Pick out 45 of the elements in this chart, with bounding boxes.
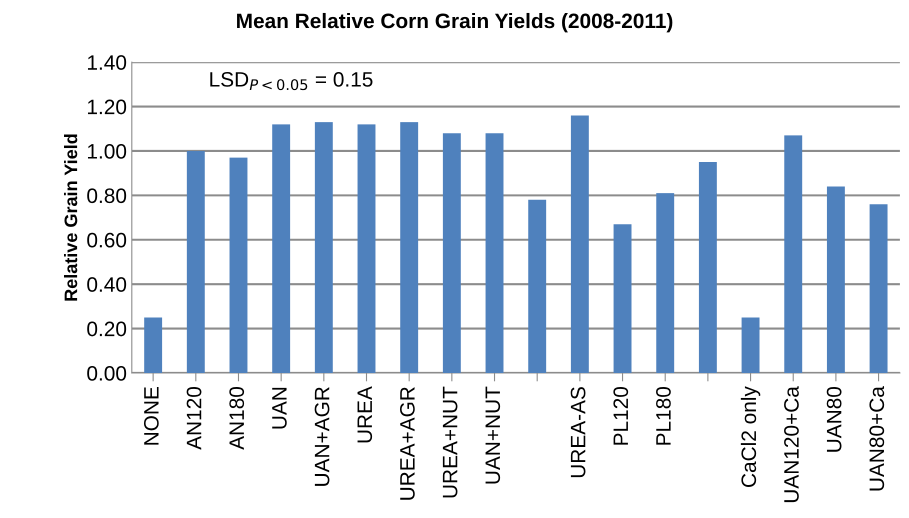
x-tick-label: CaCl2 only: [740, 386, 760, 487]
bar: [186, 150, 205, 373]
bar: [144, 317, 162, 373]
annotation: LSD$_{P<0.05}$ = 0.15: [210, 72, 372, 90]
chart-title: Mean Relative Corn Grain Yields (2008-2011): [237, 12, 672, 32]
bar: [870, 204, 888, 373]
x-tick-label: UAN+AGR: [314, 387, 330, 486]
x-tick-label: UAN80+Ca: [869, 386, 884, 491]
bar: [400, 122, 418, 373]
x-tick-label: PL120: [613, 386, 628, 445]
x-tick-label: AN120: [186, 386, 202, 450]
bar: [742, 317, 760, 373]
bar: [358, 124, 376, 373]
x-tick-label: UREA+NUT: [442, 386, 458, 498]
y-tick-label: 0.00: [87, 366, 126, 381]
bar: [698, 162, 717, 373]
y-tick-label: 1.20: [88, 100, 126, 114]
bar: [570, 115, 589, 373]
bar: [528, 200, 546, 373]
y-tick-label: 0.80: [87, 188, 126, 204]
bar: [656, 193, 674, 373]
x-tick-label: AN180: [229, 386, 244, 450]
bar: [784, 135, 802, 373]
x-tick-label: UAN120+Ca: [784, 386, 799, 502]
x-tick-label: UREA-AS: [570, 387, 586, 478]
x-tick-label: UREA+AGR: [400, 387, 415, 500]
x-tick-label: UAN: [272, 388, 287, 429]
y-tick-label: 1.40: [88, 55, 126, 70]
bar: [314, 122, 333, 373]
y-tick-label: 1.00: [88, 144, 126, 159]
x-tick-label: UAN+NUT: [486, 386, 500, 484]
y-tick-label: 0.40: [87, 277, 126, 292]
bar: [826, 186, 845, 373]
bar: [230, 158, 248, 373]
bar: [614, 224, 632, 373]
x-tick-label: NONE: [144, 387, 159, 445]
bar: [486, 133, 504, 373]
x-tick-label: PL180: [656, 386, 671, 445]
y-tick-label: 0.60: [87, 232, 126, 248]
x-tick-label: UREA: [358, 386, 372, 442]
x-tick-label: UAN80: [826, 386, 842, 452]
y-tick-label: 0.20: [87, 322, 126, 336]
bar: [272, 124, 290, 373]
bar: [442, 133, 461, 373]
y-axis-title: Relative Grain Yield: [64, 134, 78, 301]
